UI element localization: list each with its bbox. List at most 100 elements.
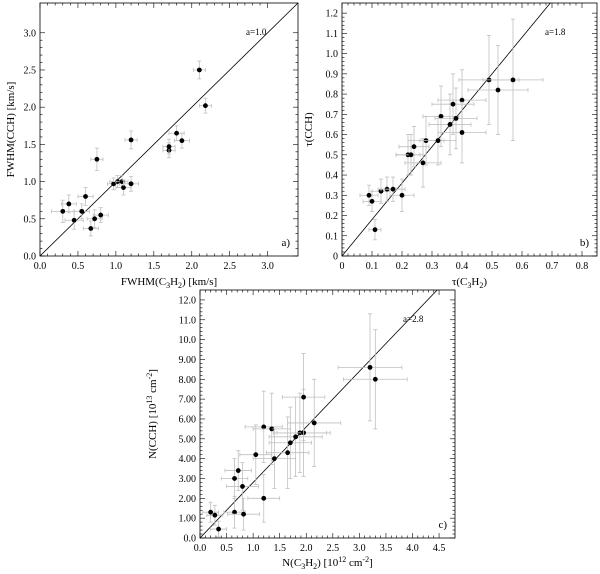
x-tick-label: 2.5 [327,543,340,554]
data-point [232,509,237,515]
x-tick-label: 0.4 [456,261,469,272]
y-tick-label: 2.5 [24,65,37,76]
data-point [111,181,117,187]
data-point [311,420,317,426]
x-tick-label: 2.5 [223,261,236,272]
y-tick-label: 0.5 [24,214,37,225]
chart-panel-2: 0 0.1 0.2 0.3 0.4 0.5 0.6 0.7 0.8 0 0.1 0.2 0.3 0.4 0.… [303,2,598,290]
data-point [372,227,378,233]
data-point [94,156,100,162]
data-point [378,188,384,194]
y-tick-label: 7.00 [179,395,197,406]
x-tick-label: 1.0 [110,261,123,272]
data-point [128,137,134,143]
y-tick-label: 0.4 [326,171,339,182]
data-point [208,509,214,515]
data-points [202,313,408,538]
x-axis-label: FWHM(C3H2) [km/s] [121,276,217,290]
data-point [510,77,516,83]
data-point [293,434,299,440]
data-point [459,130,465,135]
data-point [66,201,72,207]
data-point [235,468,241,473]
x-tick-label: 0 [340,261,345,272]
data-point [98,212,104,218]
y-tick-label: 0.5 [326,150,339,161]
data-point [232,476,237,481]
y-tick-label: 3.00 [179,474,197,485]
y-tick-label: 0.2 [326,211,339,222]
data-point [411,144,417,150]
data-point [372,376,378,382]
data-point [60,208,66,214]
y-tick-label: 9.00 [179,355,197,366]
x-tick-label: 0.3 [426,261,439,272]
y-axis-label: τ(CCH) [303,112,315,147]
data-point [285,450,291,456]
y-tick-label: 8.00 [179,375,197,386]
data-point [301,394,306,400]
y-tick-label: 4.00 [179,454,197,465]
y-tick-label: 1.0 [326,49,339,60]
fit-line [40,3,298,256]
data-point [166,144,172,150]
data-point [253,452,259,458]
y-tick-label: 12.0 [179,295,197,306]
y-axis-label: FWHM(CCH) [km/s] [5,82,17,178]
x-axis-label: τ(C3H2) [452,276,487,290]
x-tick-label: 1.5 [273,543,286,554]
y-tick-label: 11.0 [179,315,196,326]
slope-annotation: a=2.8 [403,314,424,324]
data-points [50,60,212,237]
y-tick-label: 6.00 [179,414,197,425]
data-point [366,192,372,198]
data-point [71,217,77,223]
x-tick-label: 2.0 [186,261,199,272]
fit-line [200,290,438,538]
y-tick-label: 1.0 [24,177,37,188]
data-points [359,18,544,241]
y-tick-label: 0.3 [326,191,339,202]
y-tick-label: 1.00 [179,514,197,525]
x-tick-label: 0.7 [546,261,559,272]
y-tick-label: 1.1 [326,29,339,40]
data-point [420,160,426,166]
x-tick-label: 0.0 [194,543,207,554]
data-point [269,426,275,432]
data-point [216,526,221,532]
y-tick-label: 5.00 [179,434,197,445]
y-tick-label: 0.0 [24,252,37,263]
data-point [435,138,441,144]
x-tick-label: 0.5 [72,261,85,272]
data-point [399,192,405,198]
panel-label: b) [580,237,590,249]
data-point [438,113,444,119]
x-tick-label: 0.5 [486,261,499,272]
data-point [390,186,396,192]
y-tick-label: 0.7 [326,110,339,121]
x-tick-label: 3.0 [261,261,274,272]
data-point [174,130,179,136]
y-tick-label: 1.5 [24,140,37,151]
data-point [459,97,465,103]
data-point [128,181,134,187]
data-point [212,512,218,518]
x-tick-label: 4.0 [406,543,419,554]
chart-panel-1: 0.0 0.5 1.0 1.5 2.0 2.5 3.0 0.0 0.5 1.0 1.5 2.0 2.5 3… [5,2,299,290]
panel-label: a) [281,237,290,249]
fit-line [342,3,551,256]
x-tick-label: 1.0 [247,543,260,554]
x-tick-label: 0.1 [366,261,379,272]
y-tick-label: 0.9 [326,69,339,80]
x-axis-label: N(C3H2) [1012 cm-2] [282,555,373,571]
y-tick-label: 10.0 [179,335,197,346]
data-point [447,122,453,127]
panel-label: c) [438,519,447,531]
data-point [408,152,414,158]
x-tick-label: 1.5 [148,261,161,272]
y-tick-label: 0.1 [326,231,339,242]
x-tick-label: 3.5 [380,543,393,554]
data-point [271,456,277,462]
x-tick-label: 0.8 [576,261,589,272]
